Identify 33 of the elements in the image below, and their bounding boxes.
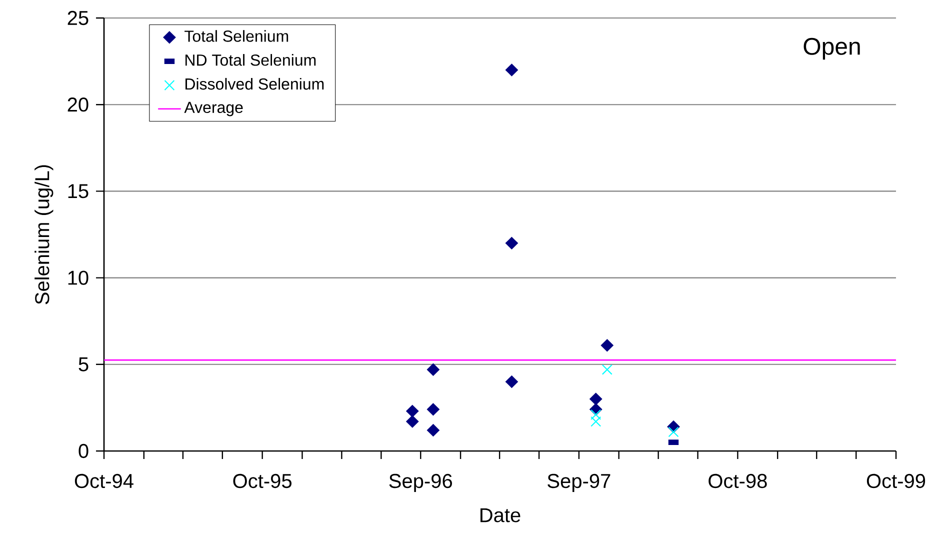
x-tick-label: Oct-99	[866, 474, 926, 488]
point	[590, 409, 602, 420]
x-tick-label: Sep-97	[548, 474, 610, 492]
point	[406, 415, 419, 428]
legend-label: Average	[184, 102, 243, 116]
point	[426, 424, 440, 436]
legend-label: ND Total Selenium	[186, 54, 316, 66]
y-tick-label: 10	[68, 270, 88, 285]
x-tick-label: Oct-95	[233, 474, 292, 488]
y-axis-title: Selenium (ug/L)	[34, 165, 54, 304]
x-tick-label: Oct-94	[74, 474, 134, 488]
point	[668, 426, 679, 438]
legend-label: Total Selenium	[184, 30, 288, 42]
x-tick-label: Sep-96	[389, 474, 452, 492]
y-tick-label: 15	[68, 184, 88, 198]
y-tick-label: 20	[68, 98, 88, 112]
y-tick-label: 25	[68, 10, 88, 26]
point	[590, 416, 602, 427]
legend-label: Dissolved Selenium	[186, 78, 324, 90]
point	[426, 363, 440, 376]
point	[600, 339, 614, 352]
annotation: Open	[804, 38, 860, 60]
x-tick-label: Oct-98	[708, 474, 767, 488]
point	[602, 364, 612, 375]
x-axis-title: Date	[480, 508, 520, 522]
y-tick-label: 0	[78, 444, 88, 458]
point	[406, 404, 419, 418]
point	[505, 375, 518, 388]
point	[505, 64, 518, 76]
y-tick-label: 5	[78, 357, 88, 372]
point	[426, 403, 440, 416]
point	[505, 236, 518, 250]
point	[590, 392, 602, 406]
